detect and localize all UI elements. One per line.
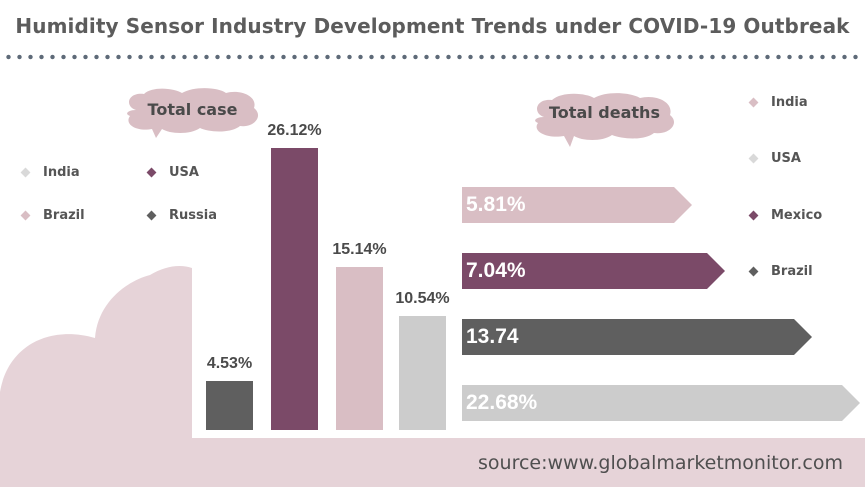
legend2-label-india: India [771,95,808,110]
legend-marker-india [20,167,31,178]
arrow-bar-mexico [462,253,725,289]
total-case-bubble [127,88,259,138]
arrow-bar-usa [462,385,860,421]
arrow-shape-usa [462,385,860,421]
dotted-divider [3,54,863,60]
legend2-item-usa: USA [748,151,801,166]
source-text: source:www.globalmarketmonitor.com [478,452,843,474]
arrow-shape-india [462,187,692,223]
bar-label-russia: 4.53% [206,355,253,373]
legend-marker-russia [146,210,157,221]
arrow-label-india: 5.81% [466,193,526,216]
legend2-label-usa: USA [771,151,801,166]
legend2-marker-mexico [748,210,759,221]
legend-label-india: India [43,165,80,180]
legend-marker-usa [146,167,157,178]
bar-brazil [336,266,383,430]
total-deaths-bubble [535,93,675,147]
legend2-item-mexico: Mexico [748,208,823,223]
bar-label-usa: 26.12% [267,122,322,139]
arrow-bar-brazil [462,319,812,355]
arrow-bar-india [462,187,692,223]
arrow-shape-mexico [462,253,725,289]
legend-item-russia: Russia [146,208,217,223]
legend2-label-mexico: Mexico [771,208,823,223]
legend2-marker-brazil [748,266,759,277]
legend-item-usa: USA [146,165,199,180]
legend-label-russia: Russia [169,208,217,223]
legend-item-brazil: Brazil [20,208,85,223]
total-case-label: Total case [147,100,238,119]
bar-india [399,316,446,430]
bar-label-india: 10.54% [395,290,450,308]
arrow-shape-brazil [462,319,812,355]
arrow-label-brazil: 13.74 [466,325,519,348]
bar-russia [206,381,253,430]
bar-label-brazil: 15.14% [332,240,387,258]
legend2-label-brazil: Brazil [771,264,813,279]
legend2-marker-india [748,97,759,108]
chart-title: Humidity Sensor Industry Development Tre… [15,14,850,38]
legend-label-brazil: Brazil [43,208,85,223]
legend2-marker-usa [748,153,759,164]
total-deaths-label: Total deaths [549,103,660,122]
legend2-item-brazil: Brazil [748,264,813,279]
legend-label-usa: USA [169,165,199,180]
legend-item-india: India [20,165,80,180]
arrow-label-usa: 22.68% [466,391,538,414]
legend2-item-india: India [748,95,808,110]
legend-marker-brazil [20,210,31,221]
arrow-label-mexico: 7.04% [466,259,526,282]
bottom-band [0,438,865,487]
bar-usa [271,148,318,430]
